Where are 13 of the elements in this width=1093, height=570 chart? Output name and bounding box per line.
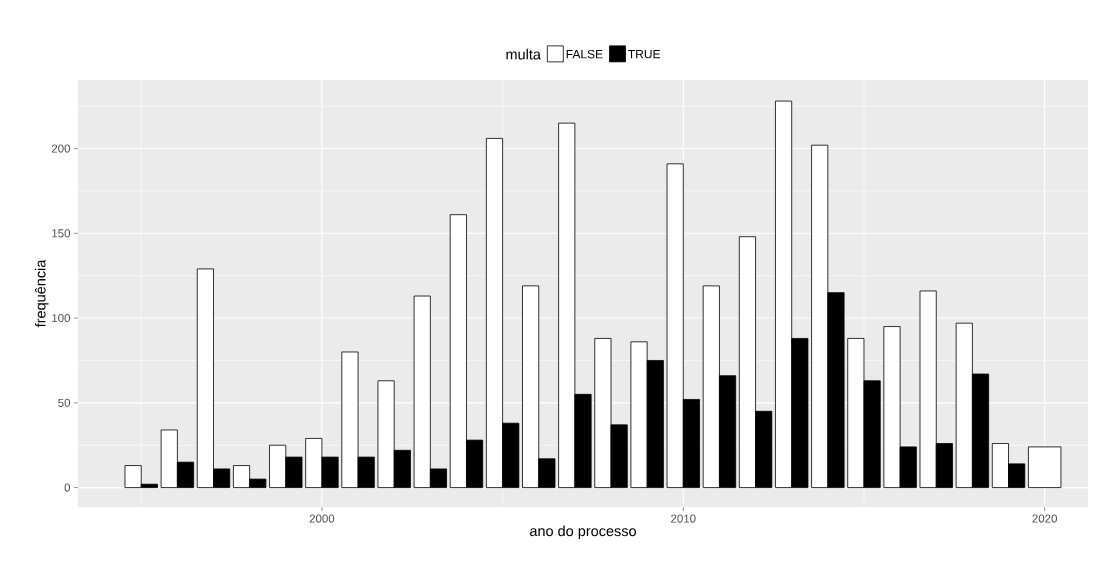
legend-label: TRUE [628, 49, 661, 59]
x-tick-label: 2000 [309, 514, 335, 523]
y-tick-label: 150 [52, 229, 71, 238]
y-tick-label: 200 [51, 144, 71, 153]
y-tick-label: 50 [58, 398, 71, 407]
x-tick-label: 2010 [671, 514, 696, 523]
legend-title: multa [506, 48, 541, 60]
y-axis-title: frequência [34, 259, 49, 328]
y-tick-label: 0 [64, 483, 71, 492]
y-tick-label: 100 [52, 314, 71, 323]
x-tick-label: 2020 [1032, 514, 1058, 523]
legend-label: FALSE [566, 49, 603, 59]
x-axis-title: ano do processo [530, 525, 636, 540]
